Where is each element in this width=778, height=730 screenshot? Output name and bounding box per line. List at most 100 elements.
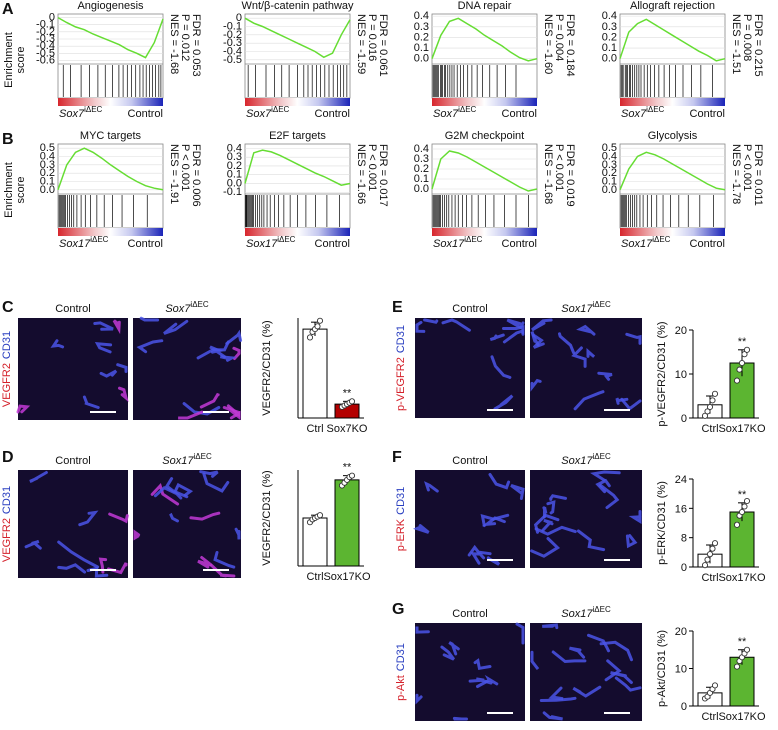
stain-word: p-ERK [395, 518, 407, 551]
gsea-stat: P = 0.016 [366, 14, 378, 61]
y-tick-label: 0.3 [40, 159, 55, 171]
vessel [412, 524, 430, 534]
gsea-stat: FDR = 0.061 [377, 14, 389, 77]
vessel [530, 537, 561, 558]
y-tick-label: 20 [675, 626, 687, 638]
y-tick-label: 0.2 [602, 31, 617, 43]
rank-strip [245, 228, 350, 236]
vessel [573, 390, 605, 411]
y-tick-label: -0.1 [36, 19, 55, 31]
image-label: Sox7iΔEC [165, 300, 209, 315]
data-point [306, 334, 314, 341]
vessel [139, 316, 160, 322]
strip-label-left-sup: iΔEC [458, 105, 476, 114]
vessel [467, 544, 492, 557]
strip-label-left: Sox7iΔEC [621, 105, 665, 120]
y-tick-label: 10 [675, 664, 687, 676]
gsea-stat: FDR = 0.184 [564, 14, 576, 77]
strip-label-left-main: Sox17 [621, 238, 653, 250]
image-label-sup: iΔEC [592, 300, 610, 309]
vessel [530, 378, 542, 392]
micrograph [530, 623, 642, 721]
gsea-stat: NES = -1.68 [168, 14, 180, 74]
vessel [551, 650, 587, 664]
x-tick-label: Sox17KO [718, 711, 766, 723]
vessel [24, 539, 42, 550]
vessel [571, 346, 587, 368]
vessel [542, 623, 559, 630]
stain-word: p-Akt [395, 675, 407, 701]
vessel [116, 363, 128, 373]
y-tick-label: 0 [681, 413, 687, 425]
y-tick-label: 0.0 [602, 53, 617, 65]
y-axis-label: score [15, 177, 27, 204]
bar [729, 656, 755, 707]
vessel [530, 331, 540, 347]
vessel [481, 516, 506, 527]
image-label-sup: iΔEC [592, 605, 610, 614]
vessel [153, 486, 183, 500]
strip-label-right: Control [315, 108, 350, 120]
vessel [50, 339, 65, 349]
vessel [452, 716, 468, 721]
data-point [701, 412, 709, 419]
y-tick-label: 0.0 [414, 183, 429, 195]
gsea-stat: P < 0.001 [179, 144, 191, 191]
y-tick-label: 0.1 [40, 176, 55, 188]
vessel [29, 471, 48, 483]
gsea-stat: P = 0.008 [741, 14, 753, 61]
y-tick-label: 0.5 [40, 142, 55, 154]
strip-label-left: Sox7iΔEC [433, 105, 477, 120]
vessel [610, 671, 633, 684]
y-tick-label: 0.1 [602, 176, 617, 188]
data-point [743, 497, 751, 505]
enrichment-curve [57, 147, 164, 191]
gsea-stat: FDR = 0.017 [377, 144, 389, 207]
bar [334, 479, 360, 567]
data-point [316, 317, 324, 324]
strip-label-left-sup: iΔEC [464, 235, 482, 244]
data-point [348, 472, 356, 479]
vessel [558, 332, 576, 355]
significance: ** [738, 636, 747, 648]
y-tick-label: 0.0 [40, 184, 55, 196]
vessel [197, 556, 213, 569]
y-axis-label: score [15, 47, 27, 74]
strip-label-left: Sox7iΔEC [59, 105, 103, 120]
vessel [133, 529, 141, 541]
y-tick-label: -0.3 [36, 33, 55, 45]
data-point [741, 351, 748, 358]
vessel [597, 371, 613, 381]
gsea-stat: NES = -1.78 [730, 144, 742, 204]
strip-label-left-main: Sox7 [433, 108, 459, 120]
y-tick-label: 0.3 [602, 21, 617, 33]
y-tick-label: 0 [236, 12, 242, 24]
vessel [199, 470, 219, 478]
y-tick-label: 0.3 [602, 159, 617, 171]
data-point [741, 503, 748, 510]
image-label-main: Control [55, 455, 90, 467]
strip-label-right: Control [128, 238, 163, 250]
vessel [625, 332, 642, 345]
vessel [510, 483, 525, 500]
y-tick-label: -0.4 [223, 46, 242, 58]
y-tick-label: -0.5 [223, 54, 242, 66]
vessel [99, 369, 118, 378]
y-tick-label: 0.1 [227, 169, 242, 181]
y-tick-label: 0.0 [414, 53, 429, 65]
chart-title: G2M checkpoint [445, 130, 524, 142]
y-tick-label: 0.1 [602, 42, 617, 54]
gsea-stat: P = 0.004 [553, 14, 565, 61]
vessel [572, 685, 602, 698]
panel-label: F [392, 449, 402, 466]
vessel [468, 677, 493, 685]
image-label-main: Sox17 [561, 303, 593, 315]
chart-title: DNA repair [458, 0, 512, 12]
vessel [530, 650, 540, 671]
micrograph [18, 318, 128, 420]
data-point [711, 390, 719, 397]
vessel [531, 318, 553, 332]
stain-word: VEGFR2 [1, 518, 13, 562]
y-tick-label: -0.1 [223, 186, 242, 198]
